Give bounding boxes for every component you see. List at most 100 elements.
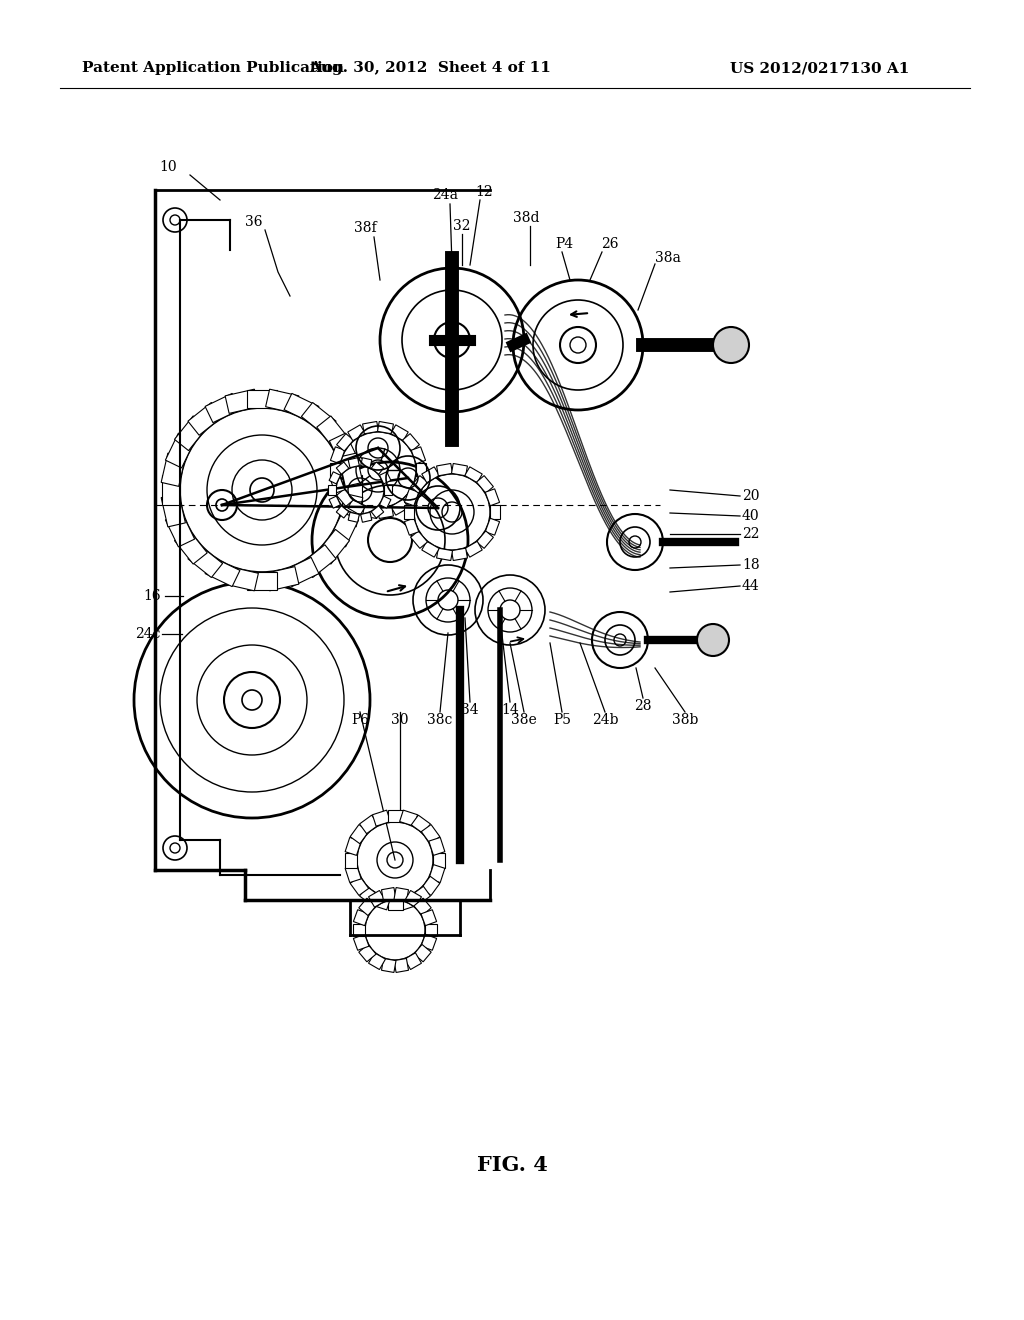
- Polygon shape: [404, 504, 414, 519]
- Text: 38a: 38a: [655, 251, 681, 265]
- Polygon shape: [399, 810, 418, 826]
- Polygon shape: [404, 519, 419, 535]
- Polygon shape: [348, 458, 359, 467]
- Polygon shape: [373, 894, 390, 909]
- Text: 38c: 38c: [427, 713, 453, 727]
- Polygon shape: [465, 541, 482, 557]
- Text: 32: 32: [454, 219, 471, 234]
- Polygon shape: [265, 566, 299, 591]
- Polygon shape: [359, 886, 379, 904]
- Polygon shape: [476, 531, 494, 548]
- Polygon shape: [329, 496, 340, 508]
- Polygon shape: [330, 463, 340, 478]
- Polygon shape: [161, 494, 185, 527]
- Polygon shape: [421, 876, 440, 895]
- Polygon shape: [358, 944, 376, 962]
- Text: 36: 36: [246, 215, 263, 228]
- Polygon shape: [348, 512, 359, 523]
- Polygon shape: [421, 825, 440, 843]
- Polygon shape: [301, 545, 336, 578]
- Polygon shape: [348, 425, 366, 441]
- Polygon shape: [380, 471, 391, 484]
- Polygon shape: [350, 825, 369, 843]
- Polygon shape: [429, 837, 444, 855]
- Text: 26: 26: [601, 238, 618, 251]
- Polygon shape: [380, 496, 391, 508]
- Polygon shape: [362, 506, 379, 519]
- Polygon shape: [421, 935, 436, 950]
- Text: Aug. 30, 2012  Sheet 4 of 11: Aug. 30, 2012 Sheet 4 of 11: [309, 61, 551, 75]
- Polygon shape: [402, 488, 420, 507]
- Polygon shape: [436, 548, 453, 561]
- Polygon shape: [166, 433, 195, 467]
- Polygon shape: [372, 462, 384, 474]
- Polygon shape: [350, 876, 369, 895]
- Text: 24a: 24a: [432, 187, 458, 202]
- Polygon shape: [382, 958, 396, 973]
- Polygon shape: [247, 572, 278, 590]
- Polygon shape: [284, 393, 318, 422]
- Polygon shape: [330, 433, 358, 467]
- Text: 44: 44: [742, 579, 760, 593]
- Polygon shape: [421, 909, 436, 925]
- Polygon shape: [422, 467, 439, 483]
- Polygon shape: [412, 446, 426, 463]
- Polygon shape: [353, 909, 369, 925]
- Polygon shape: [369, 891, 385, 907]
- Text: 38d: 38d: [513, 211, 540, 224]
- Polygon shape: [360, 512, 372, 523]
- Polygon shape: [387, 898, 402, 909]
- Text: P5: P5: [553, 713, 571, 727]
- Text: Patent Application Publication: Patent Application Publication: [82, 61, 344, 75]
- Polygon shape: [225, 566, 258, 591]
- Polygon shape: [247, 389, 278, 408]
- Polygon shape: [362, 421, 379, 434]
- Polygon shape: [339, 453, 362, 486]
- Text: 12: 12: [475, 185, 493, 199]
- Circle shape: [697, 624, 729, 656]
- Polygon shape: [329, 471, 340, 484]
- Polygon shape: [188, 403, 222, 436]
- Polygon shape: [348, 499, 366, 515]
- Text: 24b: 24b: [592, 713, 618, 727]
- Polygon shape: [331, 477, 345, 494]
- Polygon shape: [425, 924, 437, 936]
- Polygon shape: [331, 446, 345, 463]
- Polygon shape: [205, 393, 240, 422]
- Polygon shape: [394, 958, 409, 973]
- Polygon shape: [382, 887, 396, 902]
- Text: US 2012/0217130 A1: US 2012/0217130 A1: [730, 61, 909, 75]
- Polygon shape: [412, 816, 430, 834]
- Polygon shape: [345, 853, 357, 867]
- Text: 28: 28: [634, 700, 651, 713]
- Polygon shape: [358, 898, 376, 916]
- Text: 38f: 38f: [353, 220, 376, 235]
- Polygon shape: [345, 837, 361, 855]
- Polygon shape: [339, 494, 362, 527]
- Polygon shape: [225, 389, 258, 413]
- Polygon shape: [359, 816, 379, 834]
- Polygon shape: [372, 506, 384, 517]
- Polygon shape: [411, 531, 427, 548]
- Text: 38e: 38e: [511, 713, 537, 727]
- Polygon shape: [166, 512, 195, 546]
- Polygon shape: [387, 810, 402, 822]
- Text: P4: P4: [555, 238, 573, 251]
- Polygon shape: [328, 486, 336, 495]
- Text: 30: 30: [391, 713, 409, 727]
- Polygon shape: [411, 475, 427, 494]
- Polygon shape: [345, 865, 361, 883]
- Polygon shape: [161, 453, 185, 486]
- Text: 40: 40: [742, 510, 760, 523]
- Text: 22: 22: [742, 527, 760, 541]
- Polygon shape: [284, 557, 318, 586]
- Text: 20: 20: [742, 488, 760, 503]
- Polygon shape: [162, 475, 180, 506]
- Text: FIG. 4: FIG. 4: [476, 1155, 548, 1175]
- Polygon shape: [369, 953, 385, 969]
- Polygon shape: [429, 865, 444, 883]
- Polygon shape: [330, 512, 358, 546]
- Polygon shape: [337, 488, 353, 507]
- Polygon shape: [265, 389, 299, 413]
- Polygon shape: [353, 935, 369, 950]
